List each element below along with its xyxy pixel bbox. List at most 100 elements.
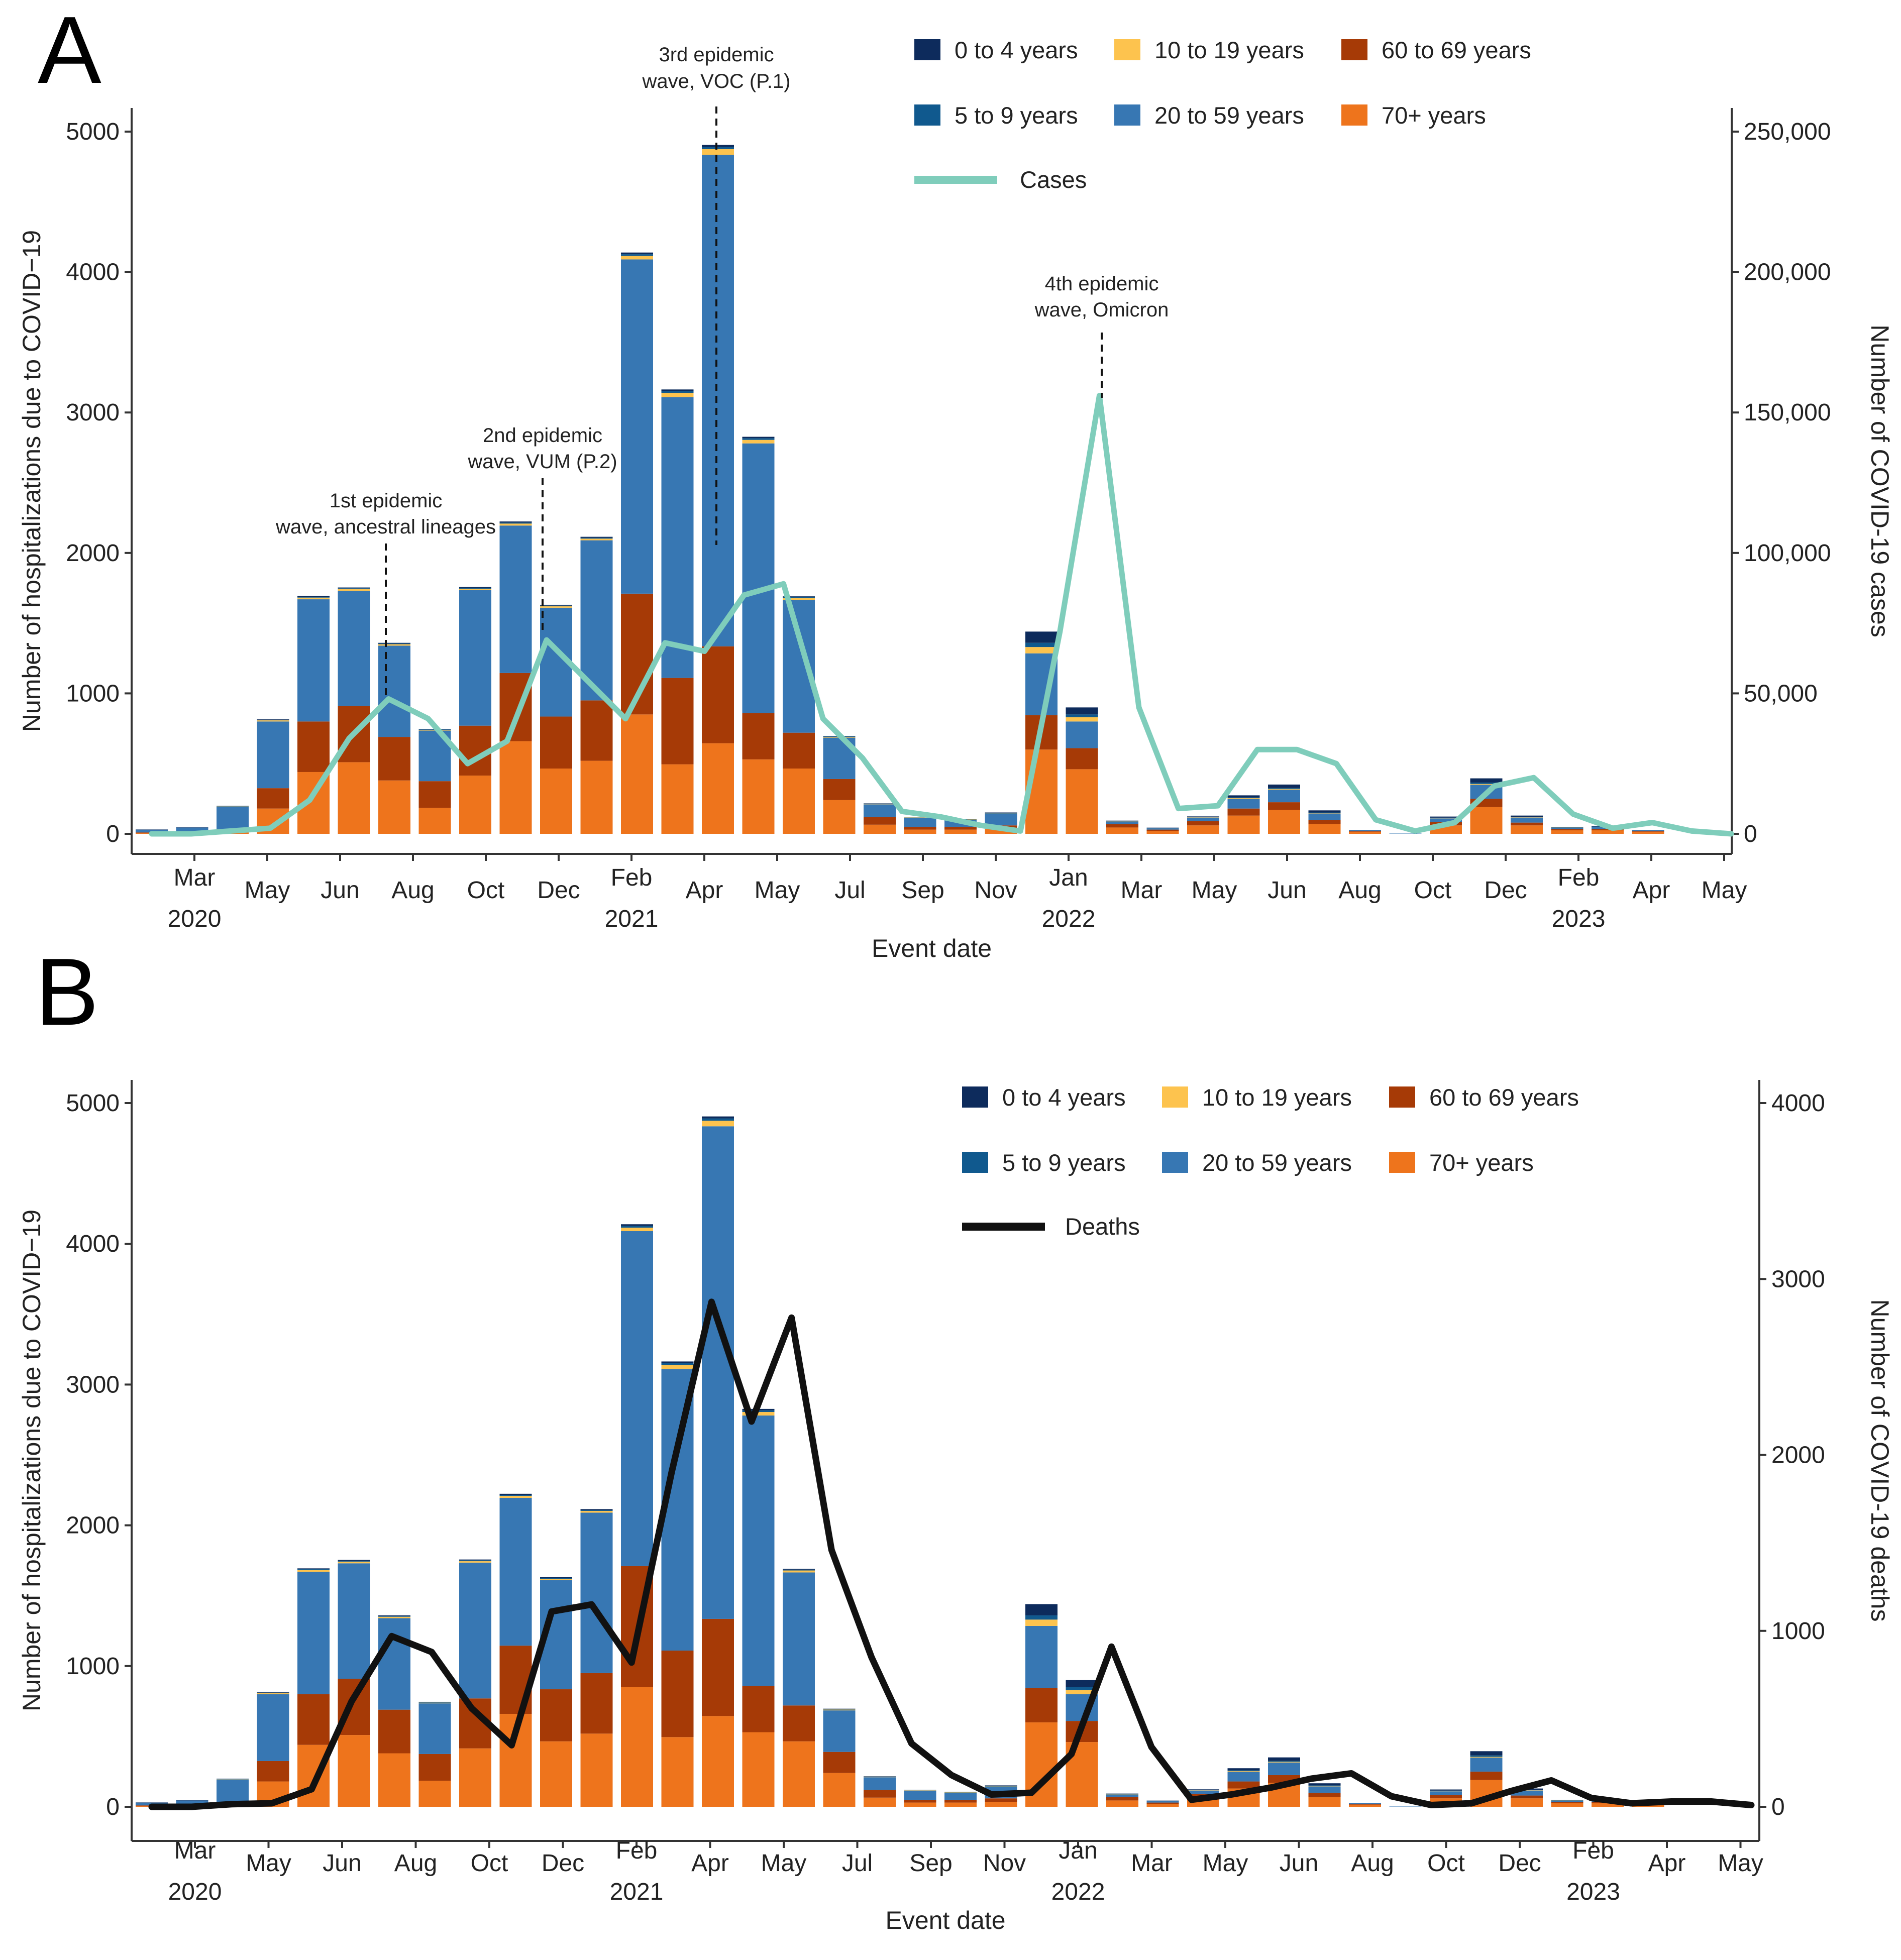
x-tick-label: May	[1718, 1850, 1763, 1877]
bar-segment-60-to-69-years	[1106, 1797, 1138, 1801]
bar-segment-5-to-9-years	[783, 1569, 815, 1571]
bar-segment-0-to-4-years	[499, 1493, 532, 1495]
x-tick-label: Jan	[1059, 1837, 1097, 1864]
bar-segment-5-to-9-years	[661, 1363, 694, 1365]
bar-segment-0-to-4-years	[1227, 1768, 1260, 1771]
bar-segment-10-to-19-years	[338, 1561, 370, 1564]
x-tick-label: Dec	[1484, 877, 1527, 904]
bar-segment-70-years	[338, 762, 370, 834]
legend-swatch	[914, 104, 940, 126]
legend-label: 60 to 69 years	[1429, 1084, 1579, 1111]
bar-segment-5-to-9-years	[944, 1792, 977, 1793]
bar-segment-10-to-19-years	[1187, 817, 1219, 818]
bar-segment-10-to-19-years	[1066, 717, 1098, 722]
bar-segment-20-to-59-years	[217, 806, 249, 829]
bar-segment-60-to-69-years	[378, 737, 410, 781]
bar-segment-5-to-9-years	[217, 806, 249, 807]
bar-segment-10-to-19-years	[338, 589, 370, 591]
bar-segment-20-to-59-years	[661, 397, 694, 678]
bar-segment-20-to-59-years	[1146, 1801, 1179, 1803]
bar-segment-60-to-69-years	[297, 721, 330, 772]
x-tick-label: May	[246, 1850, 291, 1877]
bar-segment-20-to-59-years	[1349, 830, 1381, 831]
bar-segment-5-to-9-years	[1066, 714, 1098, 717]
x-tick-label: Sep	[901, 877, 944, 904]
y-tick-label: 2000	[66, 1512, 120, 1539]
bar-segment-0-to-4-years	[1187, 816, 1219, 817]
bar-segment-5-to-9-years	[985, 1786, 1017, 1787]
bar-segment-20-to-59-years	[621, 259, 653, 594]
bar-segment-5-to-9-years	[783, 597, 815, 598]
bar-segment-5-to-9-years	[1187, 1790, 1219, 1791]
bar-segment-10-to-19-years	[742, 1412, 775, 1416]
bar-segment-0-to-4-years	[540, 604, 572, 606]
bar-segment-20-to-59-years	[1308, 1786, 1341, 1793]
x-tick-label: Dec	[542, 1850, 584, 1877]
bar-segment-0-to-4-years	[1470, 1751, 1503, 1756]
y-tick-label: 3000	[66, 1371, 120, 1398]
bar-segment-0-to-4-years	[1066, 1680, 1098, 1687]
x-axis-title: Event date	[885, 1906, 1005, 1934]
bar-segment-10-to-19-years	[621, 256, 653, 260]
bar-segment-20-to-59-years	[864, 804, 896, 817]
bar-segment-10-to-19-years	[1511, 1790, 1543, 1791]
panel-b-chart: 0 1000 2000 3000 4000 5000 0 1000 2000 3000 4000 Ma…	[18, 1080, 1894, 1934]
y2-tick-label: 1000	[1771, 1618, 1825, 1645]
bar-segment-10-to-19-years	[742, 440, 775, 444]
bar-segment-60-to-69-years	[783, 1705, 815, 1741]
y-tick-label: 1000	[66, 1653, 120, 1680]
bar-segment-10-to-19-years	[217, 806, 249, 807]
bar-segment-5-to-9-years	[1551, 1800, 1583, 1801]
x-tick-label: Jul	[842, 1850, 873, 1877]
bar-segment-10-to-19-years	[1227, 798, 1260, 799]
bar-segment-60-to-69-years	[783, 732, 815, 769]
bar-segment-60-to-69-years	[1268, 802, 1300, 810]
bar-segment-20-to-59-years	[1106, 1795, 1138, 1797]
legend-label: 10 to 19 years	[1202, 1084, 1352, 1111]
bar-segment-10-to-19-years	[1308, 1786, 1341, 1787]
y-tick-label: 2000	[66, 540, 120, 567]
bar-segment-70-years	[985, 1802, 1017, 1807]
y-tick-label: 3000	[66, 399, 120, 426]
x-tick-label: Aug	[394, 1850, 437, 1877]
bar-segment-20-to-59-years	[418, 1703, 451, 1754]
y-tick-label: 1000	[66, 680, 120, 707]
bar-segment-0-to-4-years	[338, 1560, 370, 1561]
bar-segment-60-to-69-years	[1511, 822, 1543, 826]
bar-segment-60-to-69-years	[1227, 1781, 1260, 1789]
legend-swatch	[1114, 104, 1140, 126]
bar-segment-20-to-59-years	[1187, 1790, 1219, 1794]
x-tick-year-label: 2023	[1566, 1879, 1620, 1905]
y2-tick-label: 0	[1771, 1794, 1785, 1820]
bar-segment-10-to-19-years	[1430, 818, 1462, 819]
y-tick-label: 0	[106, 1794, 120, 1820]
x-tick-year-label: 2022	[1042, 906, 1096, 932]
bar-segment-5-to-9-years	[580, 1510, 613, 1511]
bar-segment-60-to-69-years	[661, 678, 694, 765]
y2-tick-label: 2000	[1771, 1442, 1825, 1469]
bar-segment-0-to-4-years	[783, 596, 815, 597]
legend-swatch	[1114, 39, 1140, 60]
bar-segment-20-to-59-years	[702, 1126, 734, 1619]
bar-segment-70-years	[1187, 825, 1219, 834]
bar-segment-10-to-19-years	[621, 1227, 653, 1231]
bar-segment-70-years	[1551, 830, 1583, 834]
bar-segment-60-to-69-years	[257, 1761, 289, 1782]
bar-segment-5-to-9-years	[499, 1495, 532, 1496]
bar-segment-0-to-4-years	[1187, 1789, 1219, 1790]
x-tick-label: Mar	[1131, 1850, 1173, 1877]
bar-segment-20-to-59-years	[136, 829, 168, 833]
legend-swatch	[1341, 104, 1367, 126]
y-tick-label: 4000	[66, 259, 120, 286]
bar-segment-0-to-4-years	[783, 1569, 815, 1570]
bar-segment-5-to-9-years	[499, 522, 532, 524]
bar-segment-0-to-4-years	[1511, 815, 1543, 817]
bar-segment-60-to-69-years	[1146, 829, 1179, 831]
bar-segment-60-to-69-years	[418, 1754, 451, 1781]
bar-segment-70-years	[823, 1773, 856, 1807]
bar-segment-0-to-4-years	[176, 1800, 208, 1801]
y-tick-label: 5000	[66, 1090, 120, 1117]
bar-segment-20-to-59-years	[176, 827, 208, 832]
line-series-cases	[149, 393, 1734, 837]
bar-segment-20-to-59-years	[1106, 822, 1138, 824]
